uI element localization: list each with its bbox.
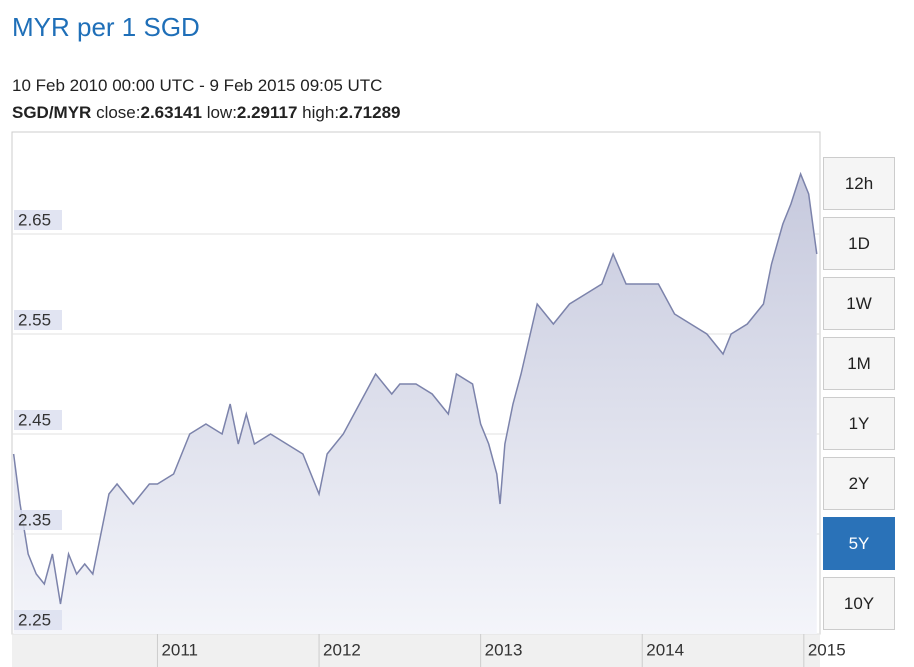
low-label: low: (206, 103, 237, 122)
range-button[interactable]: 1M (823, 337, 895, 390)
pair: SGD/MYR (12, 103, 92, 122)
low: 2.29117 (236, 103, 298, 122)
stats: SGD/MYR close:2.63141 low:2.29117 high:2… (12, 103, 401, 123)
y-tick-label: 2.35 (18, 510, 51, 529)
close-label: close: (96, 103, 141, 122)
area (13, 174, 817, 634)
y-tick-label: 2.65 (18, 210, 51, 229)
range-button[interactable]: 5Y (823, 517, 895, 570)
y-tick-label: 2.55 (18, 310, 51, 329)
high: 2.71289 (339, 103, 401, 122)
y-tick-box (14, 310, 62, 330)
range-button[interactable]: 10Y (823, 577, 895, 630)
y-tick-label: 2.45 (18, 410, 51, 429)
date-range: 10 Feb 2010 00:00 UTC - 9 Feb 2015 09:05… (12, 76, 383, 95)
range-button[interactable]: 2Y (823, 457, 895, 510)
title: MYR per 1 SGD (12, 12, 200, 42)
range-button[interactable]: 12h (823, 157, 895, 210)
range-button[interactable]: 1W (823, 277, 895, 330)
close: 2.63141 (140, 103, 202, 122)
x-tick-label: 2013 (485, 640, 523, 659)
x-tick-label: 2011 (161, 640, 198, 659)
x-axis-band (12, 634, 820, 667)
y-tick-box (14, 410, 62, 430)
x-tick-label: 2014 (646, 640, 684, 659)
y-tick-label: 2.25 (18, 610, 51, 629)
high-label: high: (302, 103, 340, 122)
line (12, 171, 818, 605)
range-button[interactable]: 1Y (823, 397, 895, 450)
x-tick-label: 2015 (808, 640, 846, 659)
y-tick-box (14, 210, 62, 230)
x-tick-label: 2012 (323, 640, 361, 659)
range-button[interactable]: 1D (823, 217, 895, 270)
y-tick-box (14, 610, 62, 630)
y-tick-box (14, 510, 62, 530)
